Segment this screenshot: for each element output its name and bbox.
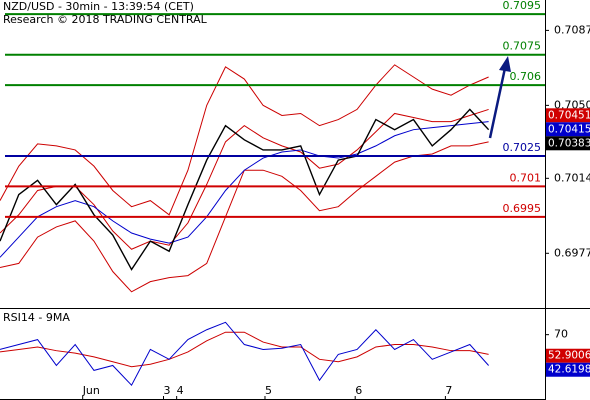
series-line <box>0 321 489 387</box>
price-tag <box>546 362 590 377</box>
x-tick-label: Jun <box>82 384 100 397</box>
y-tick-label: 0.6977 <box>554 246 590 259</box>
x-tick-label: 4 <box>177 384 184 397</box>
level-label: 0.7075 <box>503 40 542 53</box>
arrow-head <box>499 56 511 72</box>
price-tag-label: 0.70451 <box>548 109 590 121</box>
y-tick-label: 70 <box>554 328 568 341</box>
arrow-shaft <box>488 67 507 139</box>
x-tick-label: 5 <box>265 384 272 397</box>
level-label: 0.6995 <box>503 202 542 215</box>
y-tick-label: 0.7087 <box>554 23 590 36</box>
price-tag <box>546 348 590 363</box>
series-line <box>0 108 489 250</box>
chart-title: NZD/USD - 30min - 13:39:54 (CET) <box>3 0 194 13</box>
price-tag-label: 52.9006 <box>548 350 590 362</box>
price-tag <box>546 136 590 151</box>
series-line <box>0 108 490 271</box>
x-tick-label: 3 <box>164 384 171 397</box>
price-tag <box>546 122 590 137</box>
y-tick-label: 0.7014 <box>554 171 590 184</box>
y-tick-label: 0.7050 <box>554 98 590 111</box>
price-tag-label: 42.6198 <box>548 364 590 376</box>
price-tag-label: 0.70383 <box>548 137 590 149</box>
price-tag-label: 0.70415 <box>548 123 590 135</box>
level-label: 0.7095 <box>503 0 542 12</box>
x-tick-label: 6 <box>355 384 362 397</box>
level-label: 0.706 <box>510 70 542 83</box>
chart-subtitle: Research © 2018 TRADING CENTRAL <box>3 13 208 26</box>
series-line <box>0 331 489 368</box>
level-label: 0.701 <box>510 171 542 184</box>
x-tick-label: 7 <box>445 384 452 397</box>
price-tag <box>546 108 590 123</box>
rsi-title: RSI14 - 9MA <box>3 311 70 324</box>
forecast-arrow <box>488 56 511 139</box>
level-label: 0.7025 <box>503 141 542 154</box>
series-line <box>0 121 489 258</box>
